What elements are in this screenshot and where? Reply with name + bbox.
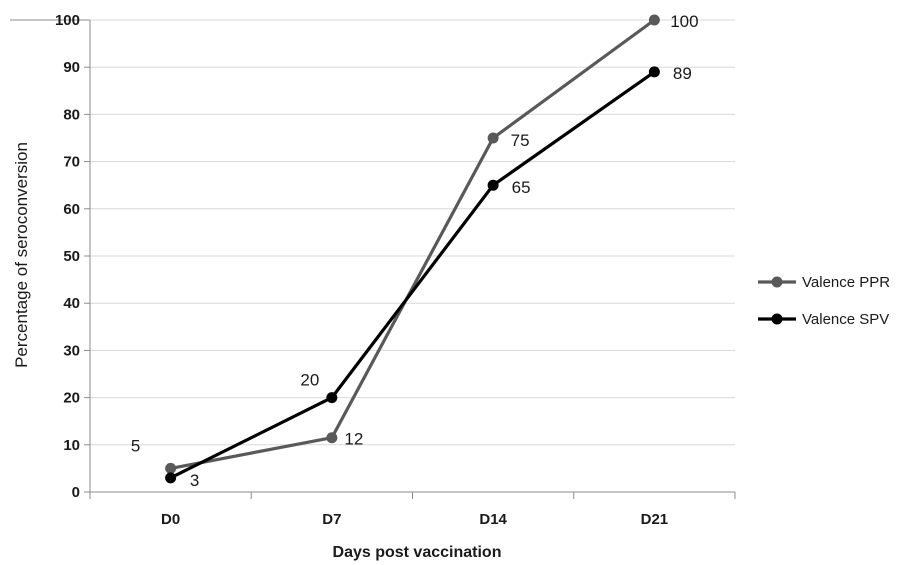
data-point-valence-ppr-d14 — [487, 132, 499, 144]
y-tick-label-90: 90 — [63, 59, 80, 76]
data-labels: 5 12 75 100 3 20 65 89 — [131, 12, 699, 490]
data-point-valence-spv-d7 — [326, 392, 338, 404]
legend: Valence PPR Valence SPV — [758, 274, 890, 328]
y-tick-label-60: 60 — [63, 201, 80, 218]
data-label-valence-ppr-d7: 12 — [344, 430, 363, 449]
y-axis-ticks: 0 10 20 30 40 50 60 70 80 90 100 — [55, 12, 80, 501]
data-label-valence-spv-d14: 65 — [512, 178, 531, 197]
data-label-valence-ppr-d0: 5 — [131, 436, 140, 455]
data-point-valence-spv-d0 — [165, 472, 177, 484]
axes — [10, 19, 736, 499]
series-lines — [165, 14, 660, 484]
x-tick-label-d0: D0 — [161, 511, 180, 528]
x-tick-label-d14: D14 — [479, 511, 507, 528]
y-tick-label-0: 0 — [72, 484, 80, 501]
data-label-valence-spv-d21: 89 — [673, 64, 692, 83]
y-axis-title: Percentage of seroconversion — [12, 142, 31, 368]
data-label-valence-spv-d7: 20 — [300, 371, 319, 390]
y-tick-label-80: 80 — [63, 106, 80, 123]
series-line-valence-ppr — [170, 18, 656, 470]
data-point-valence-spv-d14 — [487, 179, 499, 191]
legend-label-valence-spv: Valence SPV — [802, 311, 889, 328]
data-label-valence-ppr-d21: 100 — [670, 12, 698, 31]
data-point-valence-ppr-d21 — [648, 14, 660, 26]
data-label-valence-ppr-d14: 75 — [511, 131, 530, 150]
legend-label-valence-ppr: Valence PPR — [802, 274, 890, 291]
legend-marker-valence-spv — [771, 313, 783, 325]
grid-lines — [90, 19, 735, 446]
y-tick-label-30: 30 — [63, 342, 80, 359]
data-point-valence-ppr-d7 — [326, 432, 338, 444]
y-tick-label-100: 100 — [55, 12, 80, 29]
series-line-valence-spv — [169, 70, 656, 480]
data-point-valence-ppr-d0 — [165, 462, 177, 474]
x-tick-label-d21: D21 — [641, 511, 669, 528]
data-point-valence-spv-d21 — [648, 66, 660, 78]
y-tick-label-50: 50 — [63, 248, 80, 265]
y-tick-label-10: 10 — [63, 437, 80, 454]
y-tick-label-20: 20 — [63, 390, 80, 407]
data-label-valence-spv-d0: 3 — [190, 471, 199, 490]
y-tick-label-40: 40 — [63, 295, 80, 312]
legend-marker-valence-ppr — [771, 276, 783, 288]
y-tick-label-70: 70 — [63, 154, 80, 171]
x-axis-ticks: D0 D7 D14 D21 — [161, 511, 668, 528]
x-axis-title: Days post vaccination — [333, 544, 502, 561]
x-tick-label-d7: D7 — [322, 511, 341, 528]
